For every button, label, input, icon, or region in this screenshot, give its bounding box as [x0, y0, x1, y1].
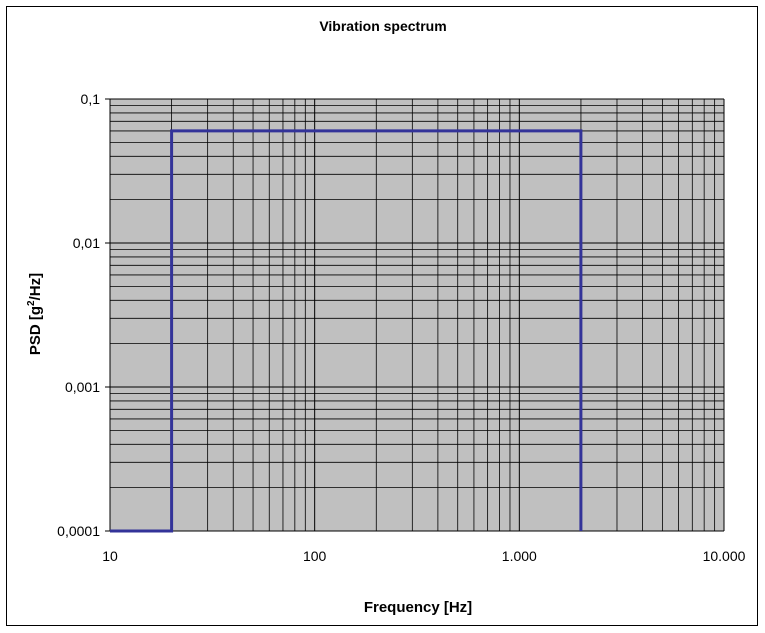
x-tick-label: 10: [102, 548, 118, 564]
y-axis-label: PSD [g2/Hz]: [26, 273, 44, 355]
tick-labels: 10 100 1.000 10.000 0,1 0,01 0,001 0,0001: [57, 91, 745, 564]
x-tick-label: 100: [303, 548, 327, 564]
grid-lines: [105, 98, 725, 532]
y-axis-label-superscript: 2: [26, 300, 37, 306]
series-layer: [110, 129, 583, 533]
y-tick-label: 0,1: [81, 91, 101, 107]
series-line: [110, 129, 583, 533]
chart-title: Vibration spectrum: [319, 18, 446, 34]
x-tick-label: 1.000: [502, 548, 537, 564]
y-tick-label: 0,001: [65, 379, 100, 395]
y-tick-label: 0,0001: [57, 523, 100, 539]
y-axis-label-base: PSD [g: [27, 306, 44, 355]
plot-area: [110, 99, 724, 531]
y-tick-label: 0,01: [73, 235, 100, 251]
y-axis-label-tail: /Hz]: [27, 273, 44, 301]
x-tick-label: 10.000: [703, 548, 746, 564]
x-axis-label: Frequency [Hz]: [364, 599, 472, 616]
